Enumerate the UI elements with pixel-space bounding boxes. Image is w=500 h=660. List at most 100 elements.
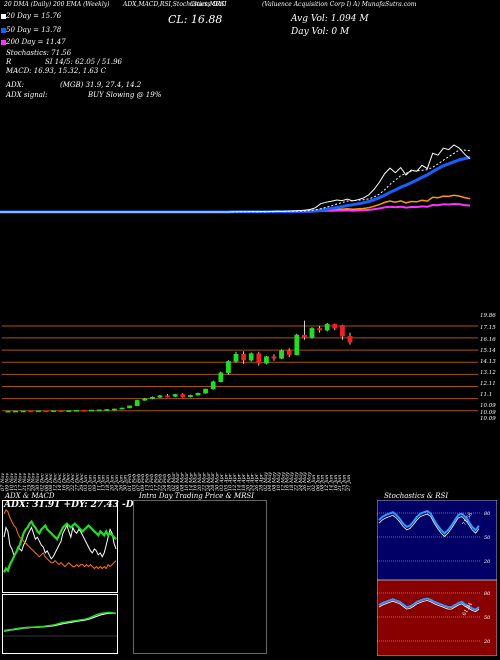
candle-body	[58, 410, 64, 412]
plus-di-line	[3, 519, 117, 573]
date-axis-label: 26 May	[302, 472, 308, 492]
candle-body	[111, 408, 117, 411]
candle-body	[294, 334, 300, 355]
date-axis-label: 07 Feb	[136, 474, 142, 491]
date-axis-label: 10 May	[276, 472, 282, 491]
date-axis-label: 30 Nov	[35, 473, 41, 491]
candle-body	[225, 361, 231, 374]
adx-signal-label: ADX signal:	[6, 91, 48, 99]
main-price-chart	[0, 144, 471, 214]
rsi-level-label: 80	[484, 591, 491, 597]
rsi-panel-bg	[377, 580, 497, 656]
date-axis-label: 22 Dec	[70, 473, 76, 492]
close-price-line	[0, 144, 471, 213]
candle-body	[347, 336, 353, 343]
date-axis-label: 30 Jan	[123, 475, 129, 491]
date-axis-label: 12 Jun	[324, 475, 330, 491]
date-axis-label: 13 Feb	[145, 474, 151, 491]
macd-panel	[2, 594, 118, 654]
date-axis-label: 13 Jan	[101, 475, 107, 491]
date-axis-label: 03 Jan	[83, 475, 89, 491]
price-axis-label: 10.09	[480, 410, 496, 416]
adx-mgb-label: (MGB) 31.9, 27.4, 14.2	[60, 81, 142, 89]
date-axis-label: 24 Apr	[250, 473, 256, 492]
candle-body	[340, 325, 345, 337]
close-label: CL: 16.88	[168, 13, 223, 26]
date-axis-label: 22 Feb	[158, 474, 164, 492]
stoch-level-label: 20	[483, 559, 491, 565]
candle-body	[302, 334, 307, 338]
adx-signal-value: BUY Slowing @ 19%	[88, 91, 162, 99]
date-axis-label: 16 Dec	[61, 473, 67, 491]
date-axis-label: 26 Jan	[118, 475, 124, 492]
stochastics-si-label: SI 14/5: 62.05 / 51.96	[45, 58, 122, 66]
date-axis-label: 22 Mar	[202, 472, 208, 492]
date-axis-label: 02 Jun	[311, 475, 317, 491]
ema200-line	[0, 194, 471, 213]
candle-body	[218, 372, 224, 383]
price-axis-label: 10.09	[480, 416, 496, 422]
date-axis-label: 20 Apr	[245, 473, 251, 492]
header-indicators-title: ADX,MACD,RSI,Stochastics,MRSI	[123, 1, 227, 8]
date-axis-label: 17 Feb	[153, 474, 159, 491]
stoch-k-line	[378, 509, 480, 535]
avg-volume-label: Avg Vol: 1.094 M	[291, 14, 369, 24]
candle-body	[104, 409, 110, 411]
candle-body	[89, 409, 95, 412]
candlestick-chart: 19.86 17.15 16.16 15.14 14.13 13.12 12.11 11.1 1…	[0, 313, 496, 492]
date-axis-label: 24 Mar	[206, 472, 212, 492]
date-axis-label: 27 Dec	[75, 473, 81, 492]
date-axis-label: 14 Dec	[57, 473, 63, 491]
date-axis-label: 03 Apr	[219, 473, 225, 491]
candle-body	[210, 381, 216, 390]
candle-body	[13, 410, 18, 413]
candle-body	[279, 350, 284, 359]
date-axis-label: 10 Mar	[184, 472, 190, 491]
candle-body	[241, 354, 246, 361]
candle-body	[256, 353, 262, 364]
ma50-legend-swatch	[1, 28, 6, 33]
candle-body	[271, 356, 277, 359]
price-axis-label: 12.11	[480, 381, 496, 387]
date-axis-label: 20 Jan	[110, 475, 116, 492]
date-axis-label: 02 Dec	[39, 473, 45, 491]
date-axis-label: 21 Jun	[337, 475, 343, 492]
date-axis-label: 29 Dec	[79, 473, 85, 492]
candle-body	[324, 324, 330, 331]
candle-body	[187, 395, 193, 397]
stoch-signal-line	[378, 513, 480, 537]
ma200-legend-swatch	[1, 40, 6, 45]
date-axis-label: 16 Jun	[333, 475, 339, 491]
candle-body	[203, 388, 208, 394]
candle-body	[119, 407, 125, 410]
header-charts-title: Charts OAC	[190, 1, 227, 8]
date-axis-label: 07 Nov	[0, 473, 6, 491]
ma20-line	[0, 149, 471, 213]
rsi-line	[378, 597, 480, 611]
ma20-legend-swatch	[1, 14, 6, 19]
date-axis-label: 15 Nov	[13, 473, 19, 491]
adx-panel	[2, 500, 118, 593]
date-axis-label: 20 Mar	[197, 472, 203, 492]
date-axis-label: 06 Mar	[175, 472, 181, 491]
ma50-label: 50 Day = 13.78	[6, 26, 62, 34]
candle-body	[195, 392, 201, 396]
candle-body	[180, 394, 186, 398]
date-axis-label: 06 Jun	[315, 475, 321, 491]
date-axis-label: 14 Jun	[329, 475, 335, 491]
header-company-title: (Valuence Acquisition Corp I) A) MunafaS…	[262, 1, 417, 8]
date-axis-label: 02 Mar	[171, 472, 177, 491]
candle-body	[36, 410, 41, 413]
candle-body	[73, 410, 79, 412]
date-axis-label: 08 Jun	[320, 475, 326, 491]
price-axis-label: 16.16	[480, 337, 496, 343]
date-axis-label: 08 Dec	[48, 473, 54, 491]
date-axis-label: 28 Nov	[31, 473, 37, 492]
date-axis-label: 02 May	[263, 472, 269, 491]
date-axis-label: 30 Mar	[215, 472, 221, 491]
date-axis-label: 24 Feb	[162, 474, 168, 492]
date-axis-label: 06 Dec	[44, 473, 50, 491]
adx-values-label: ADX: 31.91 +DY: 27.43 -DY: 14.16	[4, 500, 174, 510]
candle-body	[51, 410, 57, 412]
